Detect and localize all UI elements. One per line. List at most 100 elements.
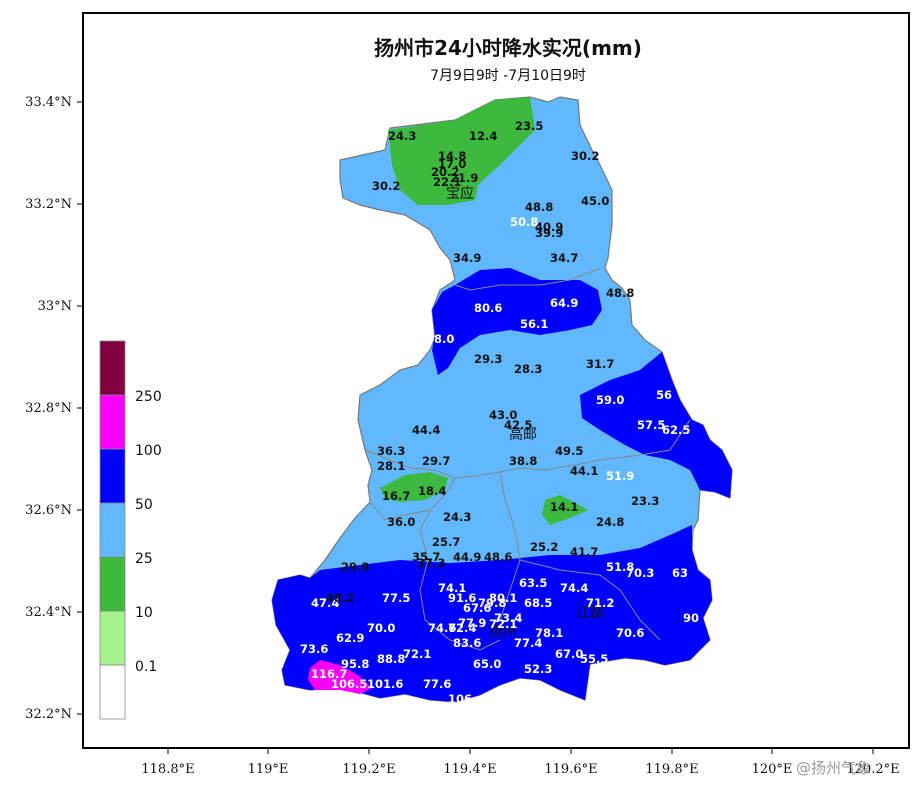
x-tick-label: 120.2°E — [846, 762, 899, 777]
station-value: 73.4 — [494, 611, 522, 625]
station-value: 70.6 — [616, 626, 644, 640]
legend-label: 25 — [135, 551, 153, 567]
station-value: 56.1 — [520, 317, 548, 331]
station-value: 14.8 — [438, 149, 466, 163]
station-value: 17.0 — [438, 157, 466, 171]
station-value: 31.7 — [586, 357, 614, 371]
station-value: 47.4 — [311, 596, 339, 610]
y-tick-label: 32.2°N — [25, 707, 72, 722]
legend-swatch — [99, 502, 126, 558]
station-value: 106 — [448, 692, 472, 706]
station-value: 91.6 — [448, 591, 476, 605]
station-value: 74.6 — [428, 621, 456, 635]
station-value: 24.3 — [388, 129, 416, 143]
x-axis: 118.8°E 119°E 119.2°E 119.4°E 119.6°E 11… — [141, 748, 900, 777]
zone-green-north — [388, 97, 535, 205]
station-value: 77.4 — [514, 636, 542, 650]
x-tick-label: 119.8°E — [645, 762, 698, 777]
station-value: 23.5 — [515, 119, 543, 133]
station-value: 38.8 — [509, 454, 537, 468]
station-value: 21.9 — [450, 171, 478, 185]
legend-swatch — [99, 664, 126, 720]
x-tick-label: 119.6°E — [544, 762, 597, 777]
map-subtitle: 7月9日9时 -7月10日9时 — [430, 68, 586, 84]
station-value: 72.1 — [403, 647, 431, 661]
station-value: 29.3 — [474, 352, 502, 366]
map-title: 扬州市24小时降水实况(mm) — [374, 36, 642, 60]
station-value: 55.5 — [580, 652, 608, 666]
station-value: 70.0 — [367, 621, 395, 635]
station-value: 72.4 — [448, 621, 476, 635]
station-value: 16.7 — [382, 489, 410, 503]
station-value: 73.6 — [300, 642, 328, 656]
station-value: 74.1 — [438, 581, 466, 595]
station-value: 24.3 — [443, 510, 471, 524]
station-value: 63.5 — [519, 576, 547, 590]
station-value: 77.5 — [382, 591, 410, 605]
station-value: 62.9 — [336, 631, 364, 645]
station-value: 90 — [683, 611, 699, 625]
watermark: @扬州气象 — [796, 759, 871, 777]
station-value: 51.9 — [606, 469, 634, 483]
station-value: 36.3 — [377, 444, 405, 458]
y-tick-label: 33°N — [38, 299, 72, 314]
station-value: 18.4 — [418, 484, 446, 498]
station-value: 30.2 — [372, 179, 400, 193]
station-value: 57.5 — [637, 418, 665, 432]
legend-label: 100 — [135, 443, 162, 459]
station-value: 24.8 — [596, 515, 624, 529]
station-value: 29.7 — [422, 454, 450, 468]
y-tick-label: 32.6°N — [25, 503, 72, 518]
station-value: 14.1 — [550, 500, 578, 514]
station-value: 74.4 — [560, 581, 588, 595]
legend-label: 0.1 — [135, 659, 157, 675]
station-value: 29.8 — [341, 560, 369, 574]
zone-magenta — [308, 660, 372, 694]
station-value: 8.0 — [434, 332, 454, 346]
station-value: 49.5 — [555, 444, 583, 458]
city-label-baoying: 宝应 — [446, 185, 474, 202]
station-value: 68.5 — [524, 596, 552, 610]
city-labels: 宝应 高邮 江都 扬州 — [446, 185, 604, 640]
station-value: 77.9 — [458, 616, 486, 630]
station-value: 71.2 — [586, 596, 614, 610]
station-value: 41.7 — [570, 545, 598, 559]
station-value: 80.1 — [489, 591, 517, 605]
station-value: 56 — [656, 388, 672, 402]
station-value: 37.3 — [417, 556, 445, 570]
x-tick-label: 119°E — [248, 762, 289, 777]
station-value: 36.0 — [387, 515, 415, 529]
y-tick-label: 32.8°N — [25, 401, 72, 416]
legend-swatch — [99, 610, 126, 666]
x-tick-label: 119.2°E — [342, 762, 395, 777]
station-value: 70.3 — [626, 566, 654, 580]
station-value: 80.6 — [474, 301, 502, 315]
legend-label: 250 — [135, 389, 162, 405]
zone-blue-central — [432, 268, 602, 375]
legend-swatch — [99, 556, 126, 612]
station-value: 39.9 — [535, 226, 563, 240]
station-value: 59.0 — [596, 393, 624, 407]
legend — [99, 340, 126, 720]
station-value: 30.2 — [571, 149, 599, 163]
station-value: 67.6 — [463, 601, 491, 615]
station-value: 63 — [672, 566, 688, 580]
station-value: 77.6 — [423, 677, 451, 691]
station-value: 44.9 — [453, 550, 481, 564]
station-value: 25.2 — [530, 540, 558, 554]
city-label-yangzhou: 扬州 — [489, 624, 517, 640]
station-value: 79.8 — [478, 596, 506, 610]
station-value: 22.1 — [433, 175, 461, 189]
station-value: 50.8 — [510, 215, 538, 229]
y-tick-label: 33.4°N — [25, 95, 72, 110]
station-value: 43.0 — [489, 408, 517, 422]
station-value: 101.6 — [367, 677, 403, 691]
legend-label: 50 — [135, 497, 153, 513]
x-tick-label: 118.8°E — [141, 762, 194, 777]
station-value: 72.1 — [489, 617, 517, 631]
station-value: 20.2 — [431, 165, 459, 179]
y-axis: 32.2°N 32.4°N 32.6°N 32.8°N 33°N 33.2°N … — [25, 95, 83, 722]
station-value: 12.4 — [469, 129, 497, 143]
city-label-gaoyou: 高邮 — [509, 426, 537, 443]
station-value: 78.1 — [535, 626, 563, 640]
